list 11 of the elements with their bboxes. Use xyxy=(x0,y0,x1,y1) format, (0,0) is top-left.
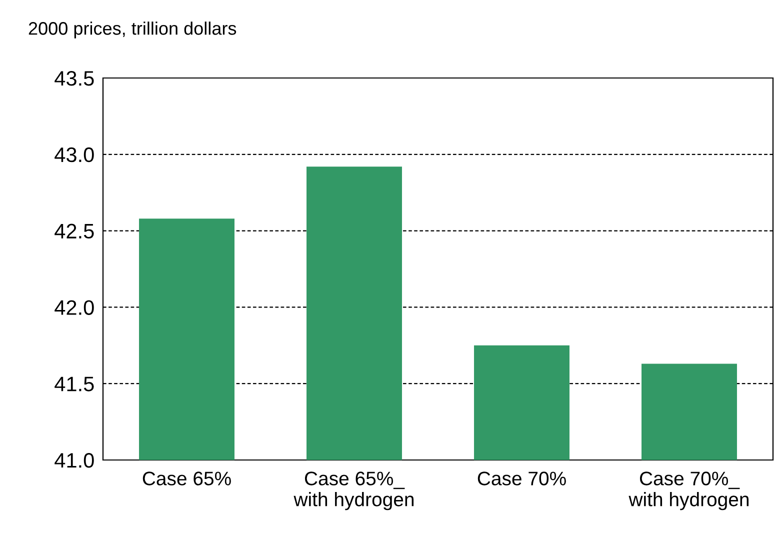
y-tick-label: 43.0 xyxy=(54,147,94,162)
x-tick-label: Case 70%_ with hydrogen xyxy=(628,472,749,510)
y-tick-label: 41.0 xyxy=(54,453,94,468)
y-tick-label: 42.0 xyxy=(54,300,94,315)
y-tick-label: 43.5 xyxy=(54,71,94,86)
y-axis-title: 2000 prices, trillion dollars xyxy=(28,22,236,38)
y-tick-label: 42.5 xyxy=(54,224,94,239)
x-tick-label: Case 65%_ with hydrogen xyxy=(294,472,414,510)
x-tick-label: Case 70% xyxy=(478,472,566,486)
y-tick-label: 41.5 xyxy=(54,376,94,392)
x-tick-label: Case 65% xyxy=(142,472,231,486)
